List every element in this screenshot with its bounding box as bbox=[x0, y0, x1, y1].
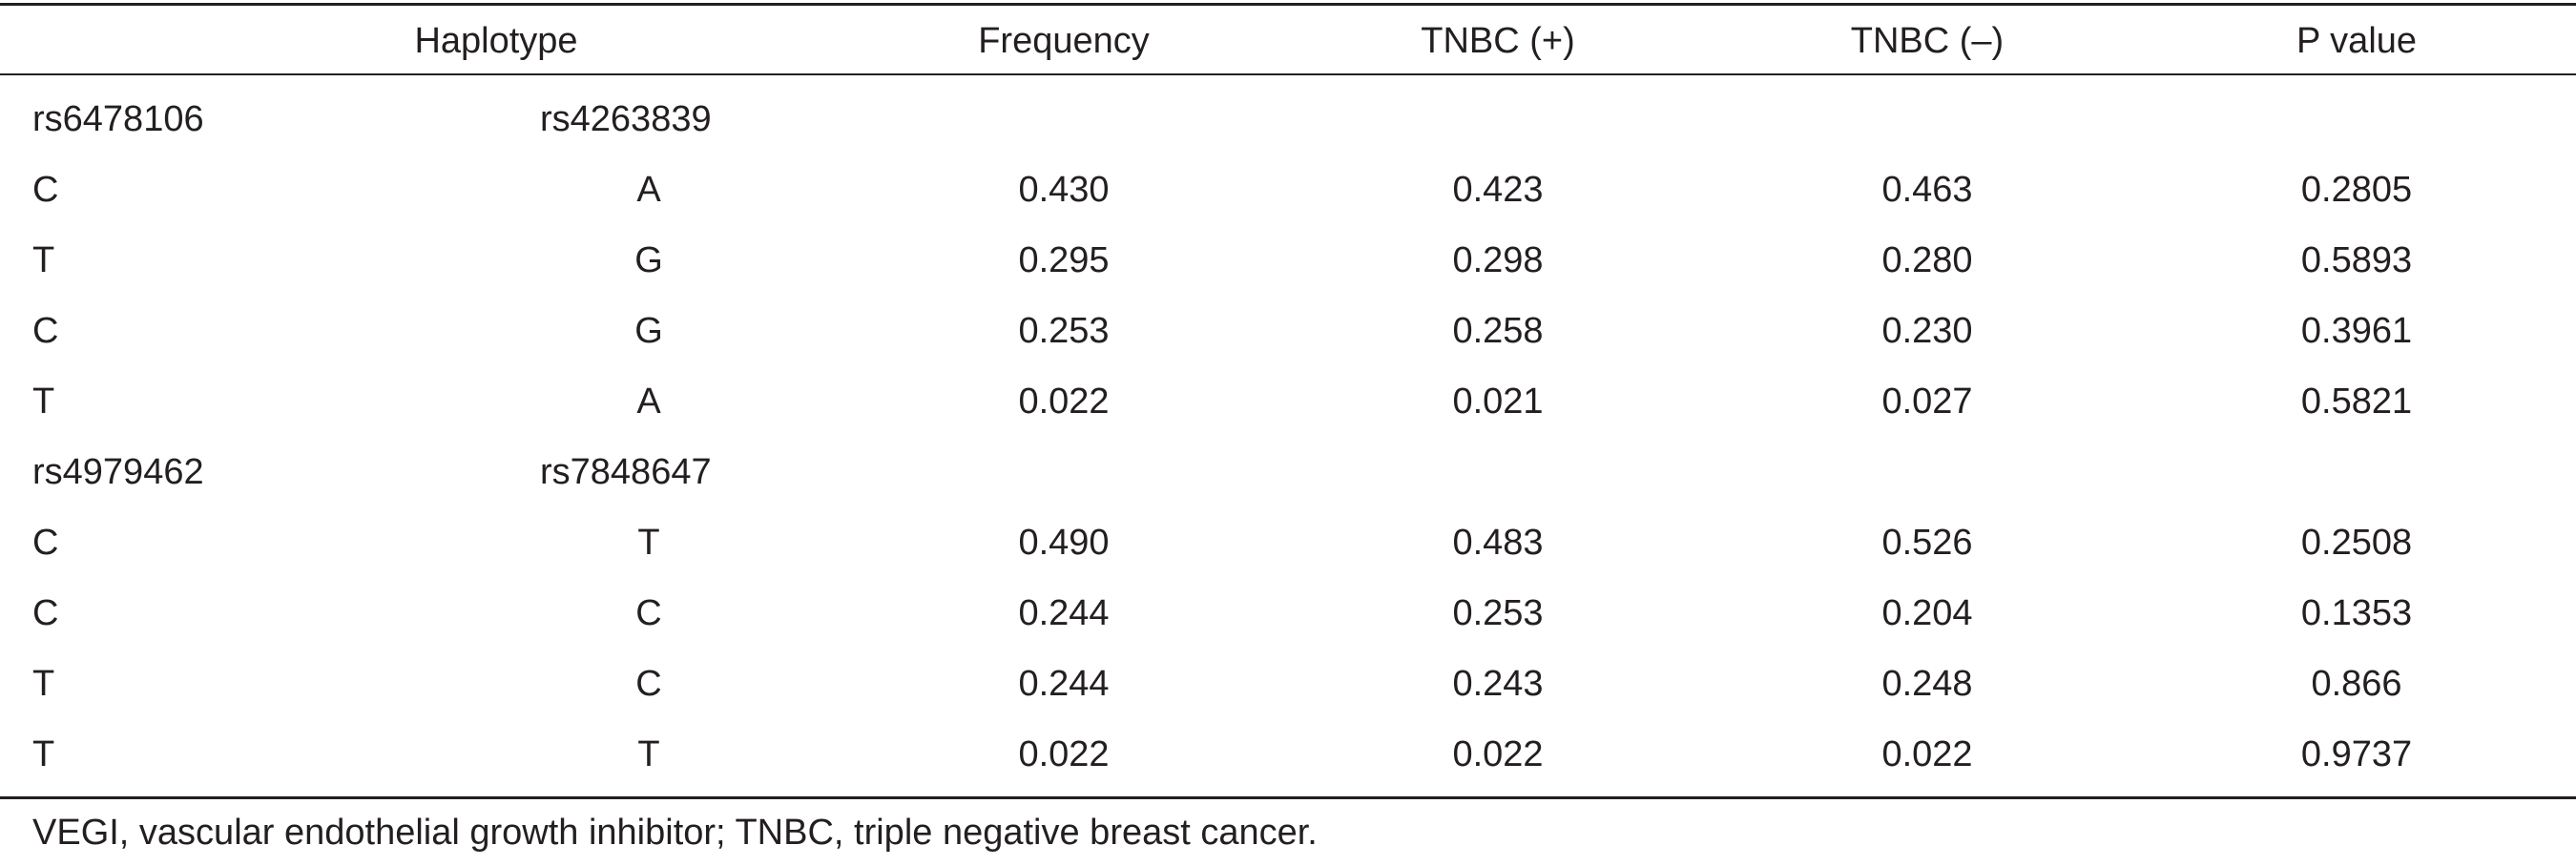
table-row: T A 0.022 0.021 0.027 0.5821 bbox=[0, 366, 2576, 437]
table-footnote: VEGI, vascular endothelial growth inhibi… bbox=[32, 813, 1318, 853]
allele-1: T bbox=[32, 240, 55, 280]
snp-group-header: rs6478106 rs4263839 bbox=[0, 84, 2576, 155]
p-value: 0.9737 bbox=[2300, 734, 2413, 774]
table-row: C C 0.244 0.253 0.204 0.1353 bbox=[0, 578, 2576, 649]
tnbc-negative-value: 0.463 bbox=[1881, 170, 1973, 210]
tnbc-negative-value: 0.248 bbox=[1881, 664, 1973, 704]
header-tnbc-positive: TNBC (+) bbox=[1421, 21, 1575, 61]
allele-1: C bbox=[32, 593, 59, 633]
tnbc-positive-value: 0.483 bbox=[1452, 523, 1544, 563]
header-haplotype: Haplotype bbox=[414, 21, 578, 61]
table-header-rule bbox=[0, 73, 2576, 75]
table-row: C G 0.253 0.258 0.230 0.3961 bbox=[0, 296, 2576, 366]
frequency-value: 0.244 bbox=[1018, 664, 1110, 704]
allele-2: A bbox=[636, 170, 661, 210]
p-value: 0.2508 bbox=[2300, 523, 2413, 563]
allele-1: T bbox=[32, 664, 55, 704]
frequency-value: 0.295 bbox=[1018, 240, 1110, 280]
p-value: 0.5893 bbox=[2300, 240, 2413, 280]
tnbc-positive-value: 0.298 bbox=[1452, 240, 1544, 280]
tnbc-positive-value: 0.258 bbox=[1452, 311, 1544, 351]
allele-2: A bbox=[636, 381, 661, 422]
allele-2: G bbox=[634, 311, 663, 351]
p-value: 0.2805 bbox=[2300, 170, 2413, 210]
table-row: T C 0.244 0.243 0.248 0.866 bbox=[0, 649, 2576, 719]
header-tnbc-negative: TNBC (–) bbox=[1850, 21, 2005, 61]
snp2-label: rs4263839 bbox=[540, 99, 712, 139]
header-p-value: P value bbox=[2296, 21, 2418, 61]
frequency-value: 0.430 bbox=[1018, 170, 1110, 210]
tnbc-negative-value: 0.526 bbox=[1881, 523, 1973, 563]
tnbc-negative-value: 0.204 bbox=[1881, 593, 1973, 633]
tnbc-negative-value: 0.022 bbox=[1881, 734, 1973, 774]
frequency-value: 0.244 bbox=[1018, 593, 1110, 633]
table-row: C A 0.430 0.423 0.463 0.2805 bbox=[0, 155, 2576, 225]
p-value: 0.866 bbox=[2311, 664, 2402, 704]
tnbc-negative-value: 0.230 bbox=[1881, 311, 1973, 351]
snp-group-header: rs4979462 rs7848647 bbox=[0, 437, 2576, 507]
frequency-value: 0.022 bbox=[1018, 734, 1110, 774]
tnbc-positive-value: 0.423 bbox=[1452, 170, 1544, 210]
snp2-label: rs7848647 bbox=[540, 452, 712, 492]
header-frequency: Frequency bbox=[978, 21, 1150, 61]
table-row: T G 0.295 0.298 0.280 0.5893 bbox=[0, 225, 2576, 296]
tnbc-positive-value: 0.022 bbox=[1452, 734, 1544, 774]
allele-1: C bbox=[32, 523, 59, 563]
tnbc-negative-value: 0.027 bbox=[1881, 381, 1973, 422]
frequency-value: 0.253 bbox=[1018, 311, 1110, 351]
frequency-value: 0.490 bbox=[1018, 523, 1110, 563]
allele-1: T bbox=[32, 381, 55, 422]
table-header-row: Haplotype Frequency TNBC (+) TNBC (–) P … bbox=[0, 6, 2576, 76]
tnbc-positive-value: 0.243 bbox=[1452, 664, 1544, 704]
snp1-label: rs4979462 bbox=[32, 452, 204, 492]
snp1-label: rs6478106 bbox=[32, 99, 204, 139]
allele-2: G bbox=[634, 240, 663, 280]
p-value: 0.3961 bbox=[2300, 311, 2413, 351]
allele-1: C bbox=[32, 311, 59, 351]
table-row: C T 0.490 0.483 0.526 0.2508 bbox=[0, 507, 2576, 578]
table-top-rule bbox=[0, 3, 2576, 6]
tnbc-positive-value: 0.021 bbox=[1452, 381, 1544, 422]
allele-1: T bbox=[32, 734, 55, 774]
allele-2: C bbox=[635, 664, 662, 704]
table-bottom-rule bbox=[0, 796, 2576, 799]
tnbc-positive-value: 0.253 bbox=[1452, 593, 1544, 633]
allele-2: T bbox=[637, 523, 660, 563]
allele-2: C bbox=[635, 593, 662, 633]
allele-1: C bbox=[32, 170, 59, 210]
tnbc-negative-value: 0.280 bbox=[1881, 240, 1973, 280]
p-value: 0.1353 bbox=[2300, 593, 2413, 633]
p-value: 0.5821 bbox=[2300, 381, 2413, 422]
table-row: T T 0.022 0.022 0.022 0.9737 bbox=[0, 719, 2576, 790]
frequency-value: 0.022 bbox=[1018, 381, 1110, 422]
allele-2: T bbox=[637, 734, 660, 774]
